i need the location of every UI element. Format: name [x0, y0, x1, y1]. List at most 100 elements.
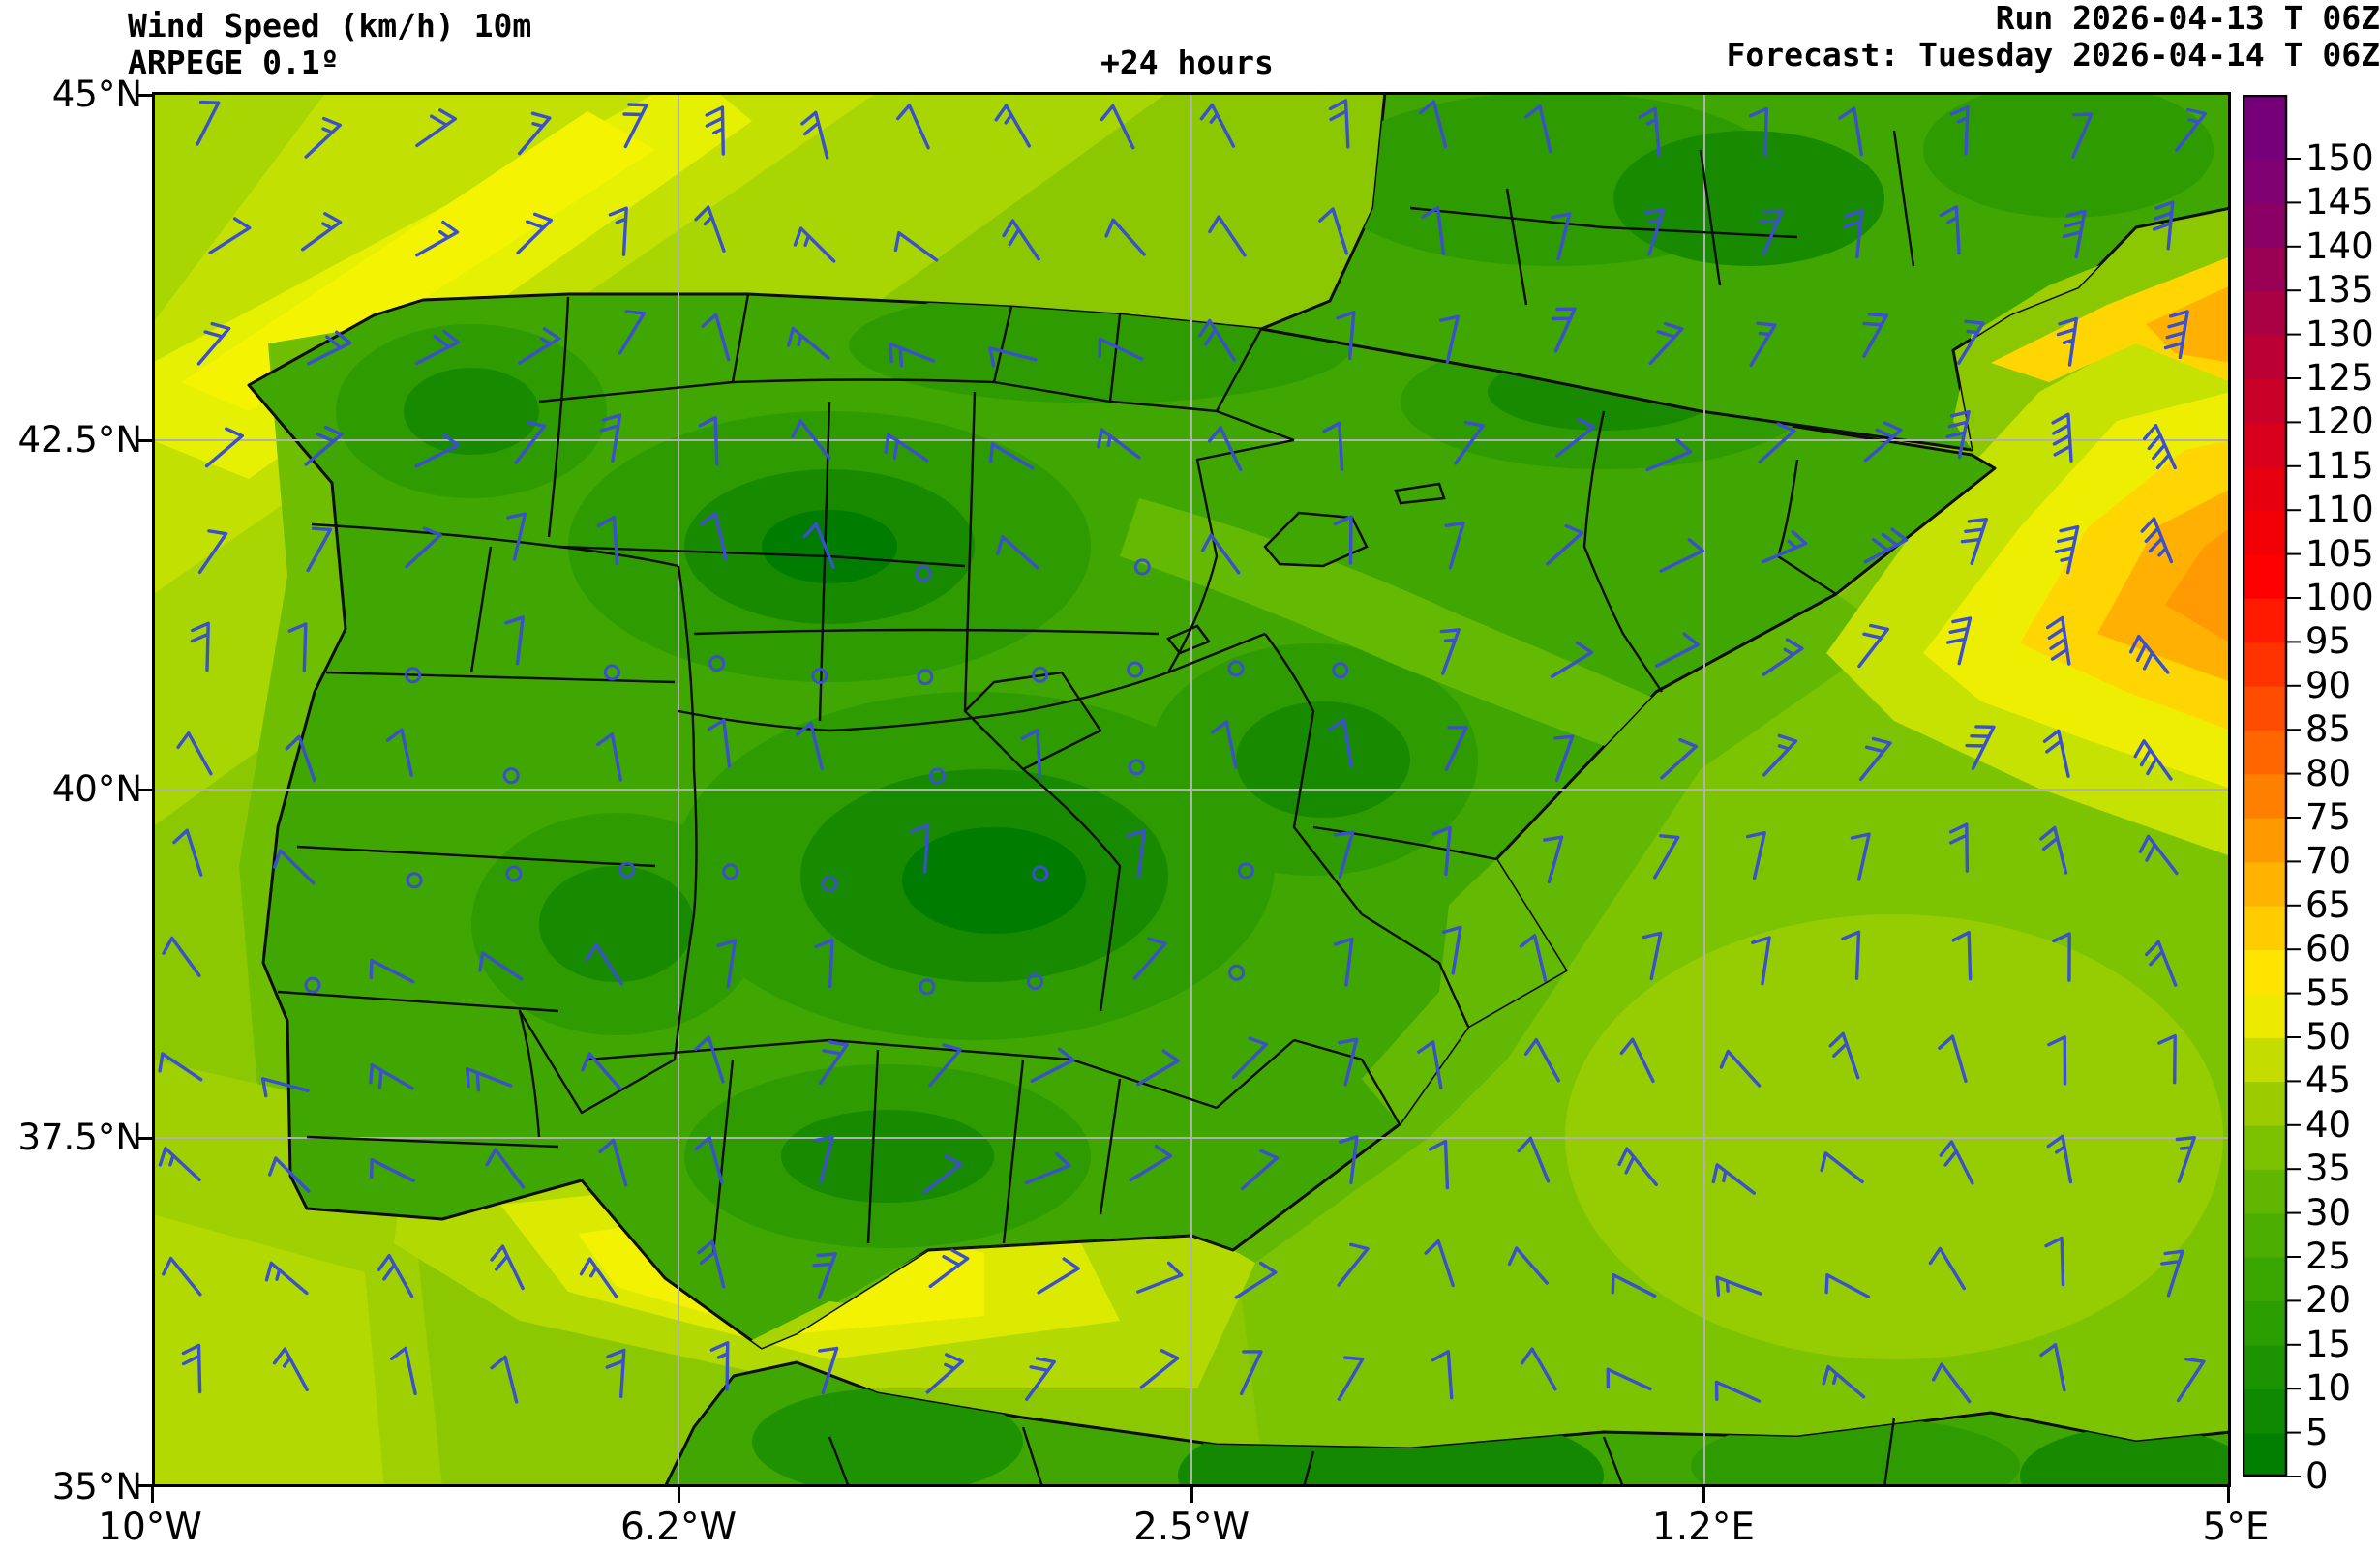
wind-barbs-layer	[158, 99, 2208, 1404]
calm-wind-marker	[405, 667, 422, 684]
lat-tick	[136, 94, 152, 97]
calm-wind-marker	[618, 861, 636, 879]
colorbar-tick-label: 65	[2305, 883, 2352, 926]
wind-barb	[1551, 307, 1577, 353]
wind-barb	[1946, 616, 1973, 666]
wind-barb	[705, 105, 725, 156]
wind-barb	[307, 330, 352, 366]
wind-barb	[1938, 1034, 1968, 1083]
wind-barb	[1945, 409, 1971, 460]
wind-barb	[415, 108, 457, 148]
wind-barb	[1328, 99, 1350, 149]
wind-barb	[598, 1138, 628, 1187]
wind-barb	[1523, 1038, 1560, 1083]
wind-barb	[1020, 729, 1042, 779]
calm-wind-marker	[1127, 661, 1144, 678]
colorbar-segment	[2243, 334, 2287, 379]
colorbar-tick-label: 135	[2305, 269, 2374, 312]
run-info-block: Run 2026-04-13 T 06Z Forecast: Tuesday 2…	[0, 0, 2380, 74]
wind-barb	[800, 110, 829, 160]
wind-barb	[1231, 1036, 1268, 1079]
colorbar-tick-label: 145	[2305, 181, 2374, 224]
wind-barb	[1858, 736, 1892, 781]
wind-barb	[369, 958, 415, 984]
wind-barb	[1749, 106, 1768, 158]
wind-barb	[605, 1348, 626, 1399]
calm-wind-marker	[915, 565, 932, 582]
wind-barb	[1139, 1349, 1180, 1389]
colorbar-segment	[2243, 290, 2287, 336]
wind-barb	[2052, 932, 2071, 982]
colorbar-segment	[2243, 465, 2287, 511]
wind-barb	[1240, 1149, 1280, 1191]
map-title: Wind Speed (km/h) 10m	[128, 7, 532, 45]
colorbar-segment	[2243, 202, 2287, 248]
colorbar-segment	[2243, 1081, 2287, 1126]
wind-barb	[813, 1135, 834, 1184]
wind-barb	[791, 419, 831, 460]
colorbar-segment	[2243, 1124, 2287, 1170]
wind-barb	[1857, 623, 1889, 669]
wind-barb	[1444, 521, 1465, 570]
wind-barb	[1617, 1147, 1658, 1186]
wind-barb	[1337, 1356, 1365, 1401]
wind-barb	[2054, 524, 2080, 575]
calm-wind-marker	[928, 767, 946, 785]
wind-barb	[1654, 632, 1700, 668]
wind-barb	[1553, 734, 1575, 783]
wind-barb	[1199, 103, 1236, 148]
wind-barb	[196, 100, 221, 146]
wind-barb	[1660, 737, 1699, 780]
wind-barb	[478, 951, 524, 981]
colorbar-tick-label: 90	[2305, 664, 2352, 706]
wind-barb	[172, 828, 203, 877]
wind-barb	[1097, 428, 1141, 460]
wind-barb	[1100, 104, 1135, 150]
wind-barb	[1642, 931, 1663, 981]
wind-barb	[1659, 538, 1704, 573]
colorbar-segment	[2243, 949, 2287, 995]
wind-barb	[1611, 1273, 1657, 1298]
wind-barb	[1761, 530, 1808, 564]
wind-barb	[1863, 421, 1903, 463]
wind-barb	[190, 621, 210, 672]
lat-tick	[136, 1137, 152, 1140]
colorbar-tick-label: 80	[2305, 752, 2352, 794]
wind-barb	[272, 849, 316, 885]
wind-barb	[1862, 313, 1889, 358]
colorbar-tick-label: 45	[2305, 1060, 2352, 1102]
wind-barb	[988, 442, 1035, 470]
wind-barb	[1957, 319, 1985, 365]
lon-label-10w: 10°W	[98, 1506, 202, 1549]
colorbar-tick-label: 25	[2305, 1236, 2352, 1277]
wind-barb	[1428, 1139, 1450, 1190]
wind-barb	[2044, 1236, 2065, 1287]
wind-barb	[1441, 925, 1462, 975]
wind-barb	[996, 535, 1039, 570]
wind-barb	[1129, 1144, 1173, 1182]
colorbar-segment	[2243, 510, 2287, 555]
wind-barb	[2042, 729, 2070, 778]
wind-barb	[208, 217, 252, 254]
run-label: Run 2026-04-13 T 06Z	[1995, 0, 2380, 37]
colorbar-tick-label: 115	[2305, 444, 2374, 487]
lat-tick	[136, 439, 152, 442]
wind-barb	[285, 734, 316, 783]
calm-wind-marker	[811, 667, 828, 684]
wind-barb	[1507, 1246, 1549, 1285]
wind-barb	[287, 622, 308, 672]
colorbar-tick-label: 105	[2305, 532, 2374, 575]
colorbar-segment	[2243, 861, 2287, 907]
wind-barb	[490, 1244, 525, 1291]
colorbar-segment	[2243, 685, 2287, 731]
wind-barb	[304, 116, 342, 159]
wind-barb	[1198, 318, 1236, 362]
colorbar-segment	[2243, 1212, 2287, 1258]
wind-barb	[1337, 1242, 1370, 1287]
colorbar-tick-label: 140	[2305, 224, 2374, 267]
wind-barb	[1928, 1246, 1966, 1291]
map-svg	[152, 92, 2231, 1487]
calm-wind-marker	[821, 875, 838, 892]
colorbar-segment	[2243, 422, 2287, 467]
wind-map	[152, 92, 2231, 1487]
